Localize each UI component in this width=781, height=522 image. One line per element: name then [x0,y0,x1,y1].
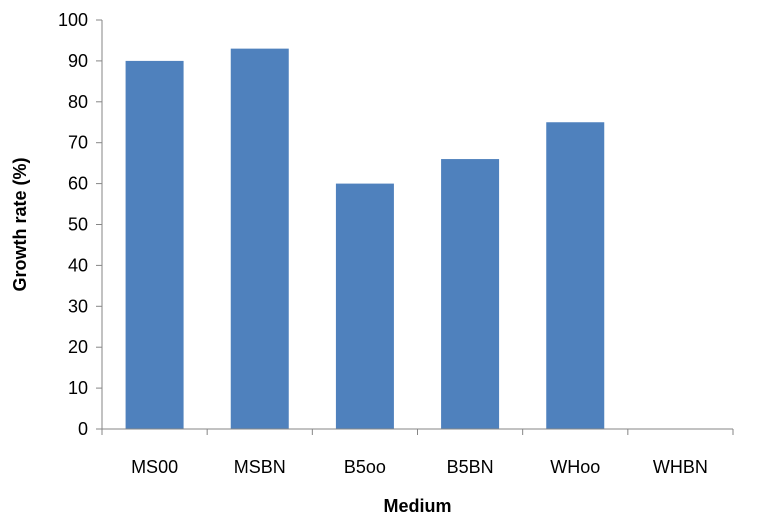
y-axis-title: Growth rate (%) [10,157,30,291]
x-tick-label: WHBN [653,457,708,477]
y-tick-label: 0 [78,419,88,439]
x-tick-label: B5BN [447,457,494,477]
bar-b5oo [335,183,394,429]
x-tick-label: MSBN [234,457,286,477]
y-tick-label: 90 [68,51,88,71]
y-tick-label: 40 [68,255,88,275]
x-tick-label: B5oo [344,457,386,477]
bars [125,48,605,430]
bar-b5bn [441,159,500,429]
y-tick-label: 80 [68,92,88,112]
y-axis-ticks: 0 10 20 30 40 50 60 70 80 90 100 [58,10,102,439]
y-tick-label: 20 [68,337,88,357]
bar-msbn [230,48,289,429]
x-axis-title: Medium [383,496,451,516]
y-tick-label: 70 [68,133,88,153]
bar-ms00 [125,60,184,430]
x-tick-label: WHoo [550,457,600,477]
bar-whoo [546,122,605,429]
y-tick-label: 30 [68,296,88,316]
y-tick-label: 50 [68,215,88,235]
y-tick-label: 100 [58,10,88,30]
y-tick-label: 60 [68,174,88,194]
y-tick-label: 10 [68,378,88,398]
x-tick-label: MS00 [131,457,178,477]
x-axis-ticks: MS00 MSBN B5oo B5BN WHoo WHBN [101,429,734,477]
